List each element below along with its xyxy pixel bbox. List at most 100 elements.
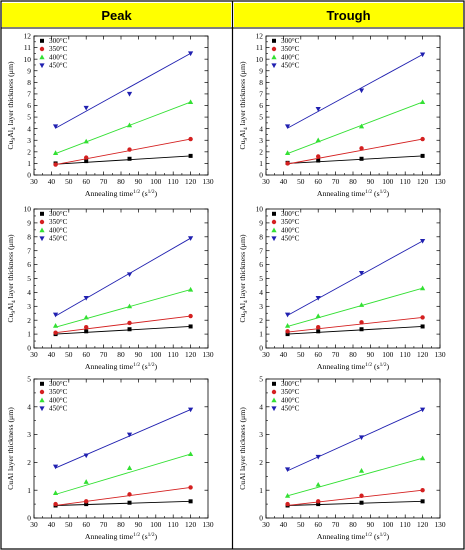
- x-tick-label: 70: [332, 350, 340, 359]
- x-tick-label: 90: [135, 520, 143, 529]
- x-tick-label: 50: [65, 520, 73, 529]
- fit-line: [55, 500, 191, 506]
- x-tick-label: 30: [262, 520, 270, 529]
- x-tick-label: 110: [400, 520, 411, 529]
- chart-svg: 30 40 50 60 70 80 90 100 110 120 130 0 1 2 3 4 5 6 7 8 9 10 An…: [238, 205, 446, 371]
- legend-label: 300°C: [281, 210, 300, 218]
- legend-label: 350°C: [49, 218, 68, 226]
- fit-line: [55, 101, 191, 154]
- fit-line: [287, 138, 423, 165]
- y-tick-label: 6: [259, 260, 263, 269]
- x-tick-label: 110: [168, 350, 179, 359]
- x-tick-label: 40: [48, 520, 56, 529]
- data-point: [52, 124, 59, 130]
- x-tick-label: 130: [434, 350, 445, 359]
- fit-line: [287, 409, 423, 472]
- panel-trough-bottom: 30 40 50 60 70 80 90 100 110 120 130 0 1 2 3 4 5 Annealin…: [236, 373, 461, 541]
- legend-marker: [40, 381, 44, 386]
- y-tick-label: 3: [259, 430, 263, 439]
- data-point: [83, 314, 89, 320]
- x-tick-label: 120: [417, 177, 428, 186]
- fit-line: [55, 237, 191, 317]
- legend-label: 450°C: [281, 235, 300, 243]
- data-point: [52, 464, 59, 470]
- legend-label: 400°C: [49, 396, 68, 404]
- y-tick-label: 4: [259, 402, 263, 411]
- x-tick-label: 30: [30, 520, 38, 529]
- y-tick-label: 1: [27, 486, 31, 495]
- data-point: [83, 295, 89, 301]
- data-point: [188, 324, 193, 329]
- legend-label: 300°C: [49, 37, 68, 45]
- fit-line: [287, 101, 423, 154]
- legend-marker: [271, 227, 277, 233]
- y-tick-label: 8: [259, 232, 263, 241]
- legend-marker: [39, 63, 45, 69]
- x-tick-label: 130: [202, 177, 213, 186]
- legend-marker: [271, 63, 277, 69]
- x-tick-label: 100: [382, 520, 393, 529]
- legend-label: 400°C: [49, 53, 68, 61]
- legend-marker: [271, 397, 277, 403]
- x-tick-label: 120: [185, 177, 196, 186]
- data-point: [358, 123, 365, 129]
- y-tick-label: 1: [27, 330, 31, 339]
- x-axis-label: Annealing time1/2 (s1/2): [85, 362, 158, 371]
- x-tick-label: 50: [297, 177, 305, 186]
- x-tick-label: 80: [349, 350, 357, 359]
- y-tick-label: 9: [27, 66, 31, 75]
- x-tick-label: 130: [434, 520, 445, 529]
- x-tick-label: 70: [100, 520, 108, 529]
- data-point: [83, 105, 89, 111]
- y-tick-label: 2: [27, 316, 31, 325]
- x-tick-label: 40: [280, 350, 288, 359]
- data-point: [315, 106, 321, 112]
- data-point: [316, 329, 321, 334]
- data-point: [188, 51, 194, 57]
- legend-marker: [271, 389, 277, 395]
- y-tick-label: 5: [259, 274, 263, 283]
- y-axis-label: CuAl layer thickness (μm): [6, 407, 15, 490]
- fit-line: [55, 486, 191, 506]
- legend-marker: [39, 227, 45, 233]
- y-tick-label: 3: [27, 302, 31, 311]
- data-point: [188, 236, 194, 241]
- data-point: [83, 138, 89, 144]
- data-point: [52, 490, 59, 495]
- legend-marker: [272, 381, 276, 386]
- x-tick-label: 80: [117, 177, 125, 186]
- data-point: [358, 270, 365, 276]
- data-point: [126, 432, 133, 438]
- x-tick-label: 120: [185, 520, 196, 529]
- x-tick-label: 30: [262, 350, 270, 359]
- data-point: [188, 99, 194, 105]
- fit-line: [287, 457, 423, 497]
- fit-line: [55, 289, 191, 328]
- data-point: [84, 159, 89, 164]
- y-tick-label: 2: [259, 316, 263, 325]
- data-point: [315, 454, 321, 460]
- y-tick-label: 1: [259, 330, 263, 339]
- x-axis-label: Annealing time1/2 (s1/2): [317, 189, 390, 198]
- x-tick-label: 30: [30, 350, 38, 359]
- y-tick-label: 12: [24, 32, 32, 41]
- panel-peak-bottom: 30 40 50 60 70 80 90 100 110 120 130 0 1 2 3 4 5 Annealin…: [4, 373, 229, 541]
- y-tick-label: 11: [24, 43, 31, 52]
- y-tick-label: 3: [259, 302, 263, 311]
- data-point: [126, 272, 133, 278]
- y-tick-label: 2: [259, 458, 263, 467]
- x-tick-label: 70: [100, 177, 108, 186]
- data-point: [285, 501, 290, 507]
- y-tick-label: 8: [27, 232, 31, 241]
- data-point: [126, 91, 133, 97]
- data-point: [316, 502, 321, 507]
- x-axis-label: Annealing time1/2 (s1/2): [85, 532, 158, 541]
- legend-label: 350°C: [281, 388, 300, 396]
- data-point: [285, 329, 290, 334]
- legend-label: 300°C: [281, 37, 300, 45]
- y-tick-label: 7: [27, 246, 31, 255]
- fit-line: [55, 453, 191, 495]
- y-tick-label: 7: [259, 90, 263, 99]
- x-tick-label: 110: [400, 350, 411, 359]
- legend-label: 350°C: [281, 45, 300, 53]
